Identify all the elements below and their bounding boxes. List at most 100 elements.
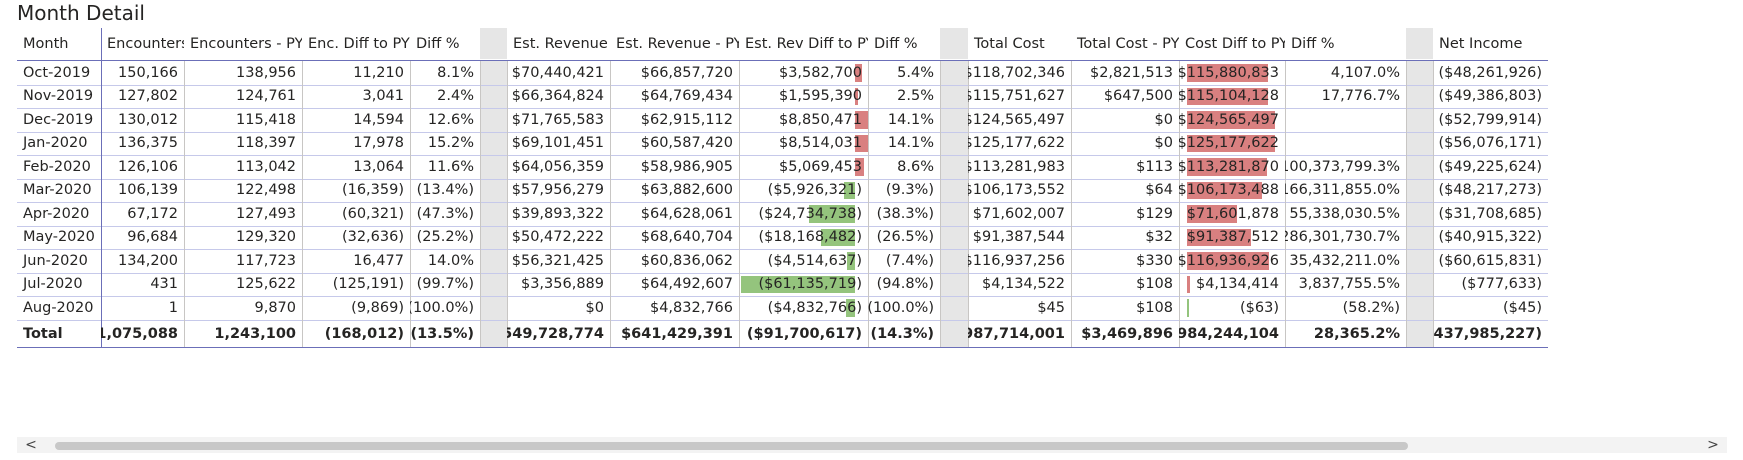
cell-value: 2.4% <box>437 88 474 105</box>
scroll-right-arrow[interactable]: > <box>1707 437 1719 453</box>
cell-value: ($18,168,482) <box>758 229 862 246</box>
table-row[interactable]: Nov-2019 127,802 124,761 3,041 2.4% $66,364,8… <box>17 84 1548 109</box>
column-header-enc-diff-pct[interactable]: Diff % <box>416 35 460 52</box>
rev-diff-data-bar <box>821 228 855 246</box>
cell-value: $4,134,414 <box>1195 276 1279 293</box>
horizontal-scrollbar[interactable]: < > <box>17 437 1727 453</box>
cell-enc-diff: 13,064 <box>302 155 410 179</box>
cell-value: $113 <box>1136 158 1173 175</box>
cost-diff-data-bar <box>1187 111 1275 129</box>
scroll-left-arrow[interactable]: < <box>25 437 37 453</box>
table-row[interactable]: Apr-2020 67,172 127,493 (60,321) (47.3%) $39,… <box>17 202 1548 226</box>
column-header-cost-diff[interactable]: Cost Diff to PY <box>1185 35 1285 52</box>
column-header-encounters[interactable]: Encounters <box>107 35 184 52</box>
table-row[interactable]: Oct-2019 150,166 138,956 11,210 8.1% $70,440,… <box>17 61 1548 85</box>
column-header-month[interactable]: Month <box>23 35 69 52</box>
cell-value: ($40,915,322) <box>1438 229 1542 246</box>
cell-total-cost-py: $108 <box>1071 296 1179 320</box>
cell-value: $71,765,583 <box>511 111 604 128</box>
column-header-total-cost-py[interactable]: Total Cost - PY <box>1077 35 1179 52</box>
cell-est-rev-diff-pct: (38.3%) <box>868 202 940 226</box>
row-divider <box>17 249 1548 250</box>
cell-est-revenue-py: $63,882,600 <box>610 179 739 203</box>
column-spacer <box>480 155 507 179</box>
column-header-est-rev-diff[interactable]: Est. Rev Diff to PY <box>745 35 868 52</box>
cell-value: ($60,615,831) <box>1438 252 1542 269</box>
cell-value: $60,587,420 <box>640 135 733 152</box>
cell-value: 3,837,755.5% <box>1298 276 1400 293</box>
table-row[interactable]: May-2020 96,684 129,320 (32,636) (25.2%) $50,… <box>17 225 1548 250</box>
cell-value: Apr-2020 <box>23 205 90 222</box>
cell-month: Apr-2020 <box>17 202 101 226</box>
table-row[interactable]: Jul-2020 431 125,622 (125,191) (99.7%) $3,356… <box>17 272 1548 297</box>
cell-value: 35,432,211.0% <box>1289 252 1400 269</box>
cell-encounters: 1 <box>101 296 184 320</box>
table-row[interactable]: Feb-2020 126,106 113,042 13,064 11.6% $64,056… <box>17 155 1548 179</box>
cell-value: $3,469,896 <box>1081 325 1173 342</box>
cell-value: 118,397 <box>236 135 296 152</box>
cell-value: Aug-2020 <box>23 299 94 316</box>
cell-net-income: ($40,915,322) <box>1433 226 1548 250</box>
column-header-est-rev-diff-pct[interactable]: Diff % <box>874 35 918 52</box>
table-row[interactable]: Dec-2019 130,012 115,418 14,594 12.6% $71,765… <box>17 108 1548 132</box>
column-divider <box>868 61 869 347</box>
cell-value: ($4,514,637) <box>767 252 862 269</box>
rev-diff-data-bar <box>855 111 868 129</box>
cell-est-revenue-py: $64,628,061 <box>610 202 739 226</box>
cell-enc-diff: (125,191) <box>302 273 410 297</box>
cell-value: ($48,217,273) <box>1438 182 1542 199</box>
table-row[interactable]: Mar-2020 106,139 122,498 (16,359) (13.4%) $57… <box>17 178 1548 203</box>
cell-cost-diff: ($63) <box>1179 296 1285 320</box>
cell-value: $66,364,824 <box>511 88 604 105</box>
cell-value: 124,761 <box>236 88 296 105</box>
cell-value: 127,493 <box>236 205 296 222</box>
column-header-est-revenue-py[interactable]: Est. Revenue - PY <box>616 35 739 52</box>
cell-value: (13.5%) <box>410 325 474 342</box>
cell-value: $3,582,700 <box>778 64 862 81</box>
cell-enc-diff: 14,594 <box>302 108 410 132</box>
rev-diff-data-bar <box>808 205 855 223</box>
cell-value: 17,776.7% <box>1321 88 1400 105</box>
column-header-encounters-py[interactable]: Encounters - PY <box>190 35 302 52</box>
column-spacer <box>1406 202 1433 226</box>
cell-encounters-py: 118,397 <box>184 132 302 156</box>
cell-value: (99.7%) <box>416 276 474 293</box>
scroll-thumb[interactable] <box>55 442 1408 450</box>
cell-total-cost-py: $108 <box>1071 273 1179 297</box>
cell-cost-diff-pct: 286,301,730.7% <box>1285 226 1406 250</box>
cell-value: 11.6% <box>427 158 474 175</box>
row-divider <box>17 319 1548 321</box>
cell-total-cost: $113,281,983 <box>968 155 1071 179</box>
column-header-enc-diff[interactable]: Enc. Diff to PY <box>308 35 410 52</box>
cell-cost-diff: $71,601,878 <box>1179 202 1285 226</box>
cell-enc-diff-pct: (100.0%) <box>410 296 480 320</box>
column-header-net-income[interactable]: Net Income <box>1439 35 1523 52</box>
total-row[interactable]: Total 1,075,088 1,243,100 (168,012) (13.5%) $… <box>17 320 1548 347</box>
cell-value: $68,640,704 <box>640 229 733 246</box>
cost-diff-data-bar <box>1187 205 1238 223</box>
column-header-cost-diff-pct[interactable]: Diff % <box>1291 35 1335 52</box>
rev-diff-data-bar <box>846 252 855 270</box>
cell-enc-diff: 3,041 <box>302 85 410 109</box>
cell-enc-diff: (32,636) <box>302 226 410 250</box>
cell-est-rev-diff-pct: 2.5% <box>868 85 940 109</box>
cell-value: $64,628,061 <box>640 205 733 222</box>
table-row[interactable]: Jun-2020 134,200 117,723 16,477 14.0% $56,321… <box>17 249 1548 273</box>
table-header-row[interactable]: Month Encounters Encounters - PY Enc. Diff … <box>17 28 1548 59</box>
column-divider <box>184 61 185 347</box>
table-row[interactable]: Aug-2020 1 9,870 (9,869) (100.0%) $0 $4,832,76… <box>17 296 1548 320</box>
column-spacer <box>480 320 507 347</box>
cell-cost-diff: $124,565,497 <box>1179 108 1285 132</box>
row-divider <box>17 225 1548 227</box>
column-spacer <box>940 320 968 347</box>
column-header-total-cost[interactable]: Total Cost <box>974 35 1045 52</box>
row-divider <box>17 84 1548 86</box>
cell-value: (94.8%) <box>876 276 934 293</box>
column-spacer <box>1406 131 1433 155</box>
cell-enc-diff: (16,359) <box>302 179 410 203</box>
column-header-est-revenue[interactable]: Est. Revenue <box>513 35 608 52</box>
table-row[interactable]: Jan-2020 136,375 118,397 17,978 15.2% $69,101… <box>17 131 1548 156</box>
cell-encounters-py: 129,320 <box>184 226 302 250</box>
cell-cost-diff-pct <box>1285 108 1406 132</box>
cell-value: $0 <box>585 299 604 316</box>
